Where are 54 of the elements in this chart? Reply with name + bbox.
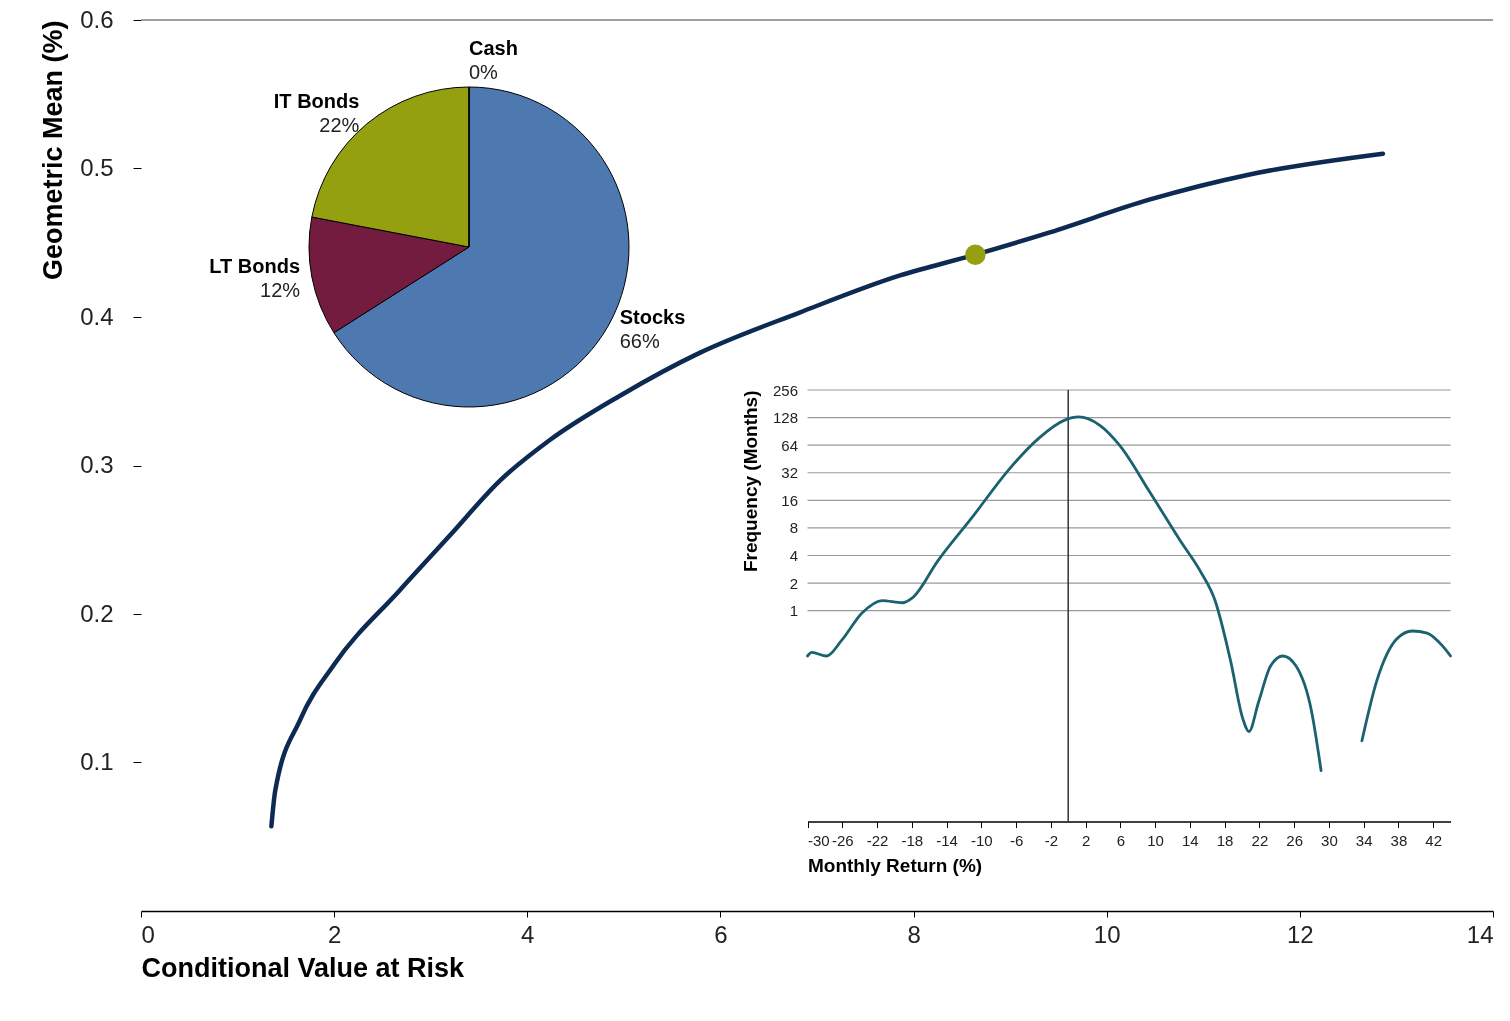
x-tick-label: 6 (714, 920, 728, 948)
x-axis-title: Conditional Value at Risk (141, 952, 466, 983)
x-tick-label: 0 (141, 920, 155, 948)
x-tick-label: 22 (1251, 832, 1269, 849)
y-tick-label: 1 (789, 602, 798, 620)
y-tick-label: 8 (789, 519, 798, 537)
x-tick-label: -22 (866, 832, 889, 849)
y-tick-label: 0.4 (80, 302, 114, 330)
x-tick-label: 10 (1147, 832, 1164, 849)
category-label: Cash (469, 37, 518, 59)
x-tick-label: -6 (1009, 832, 1024, 849)
x-tick-label: 38 (1390, 832, 1408, 849)
x-tick-label: -2 (1044, 832, 1058, 849)
y-tick-label: 0.6 (80, 5, 114, 33)
data-label: 12% (260, 279, 301, 302)
x-tick-label: 10 (1093, 920, 1121, 948)
y-tick-label: 32 (781, 464, 798, 482)
y-axis-title: Frequency (Months) (739, 390, 761, 573)
y-tick-label: 64 (781, 436, 798, 454)
y-tick-label: 0.1 (80, 748, 114, 775)
y-tick-label: 0.2 (80, 599, 114, 627)
text: 0% (469, 61, 498, 83)
x-tick-label: -18 (901, 832, 924, 849)
x-tick-label: 42 (1425, 832, 1443, 849)
data-label: 66% (619, 329, 660, 352)
x-tick-label: 8 (907, 920, 921, 948)
x-tick-label: 12 (1287, 920, 1314, 948)
y-axis-title: Geometric Mean (%) (38, 20, 69, 281)
x-tick-label: 4 (521, 920, 535, 948)
y-tick-label: 0.3 (80, 451, 114, 478)
x-tick-label: 34 (1355, 832, 1373, 849)
x-tick-label: 6 (1116, 832, 1126, 849)
x-axis-title: Monthly Return (%) (808, 855, 983, 876)
x-tick-label: 2 (1081, 832, 1091, 849)
x-tick-label: 2 (327, 920, 342, 948)
y-tick-label: 0.5 (80, 154, 114, 181)
data-label: 22% (319, 114, 360, 137)
x-tick-label: 14 (1182, 832, 1199, 849)
slice-label: IT Bonds (273, 90, 360, 113)
y-tick-label: 16 (781, 491, 798, 509)
x-tick-label: 18 (1216, 832, 1234, 849)
y-tick-label: 256 (772, 381, 798, 399)
x-tick-label: -30 (808, 832, 830, 849)
y-tick-label: 2 (789, 574, 798, 592)
x-tick-label: -14 (936, 832, 958, 849)
x-tick-label: 30 (1321, 832, 1338, 849)
x-tick-label: 26 (1286, 832, 1303, 849)
x-tick-label: 14 (1466, 920, 1494, 948)
y-tick-label: 128 (772, 409, 798, 427)
slice-label: LT Bonds (209, 255, 301, 278)
slice-label: Stocks (619, 305, 686, 328)
x-tick-label: -10 (970, 832, 993, 849)
y-tick-label: 4 (789, 547, 798, 564)
x-tick-label: -26 (831, 832, 854, 849)
